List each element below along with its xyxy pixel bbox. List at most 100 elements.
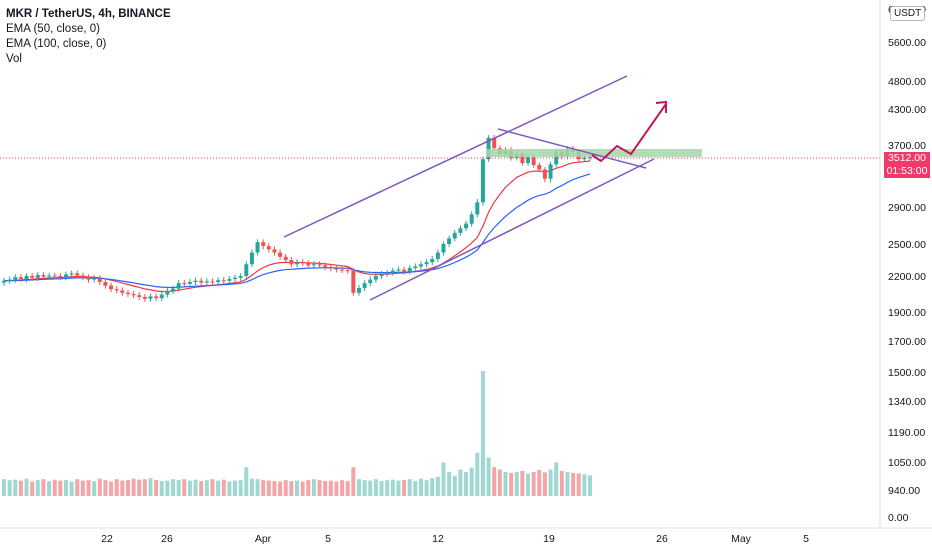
volume-bars — [2, 371, 592, 496]
volume-bar — [317, 480, 322, 496]
candle-body — [311, 264, 316, 266]
volume-bar — [435, 476, 440, 496]
currency-button[interactable]: USDT — [890, 6, 926, 21]
candle-body — [187, 282, 192, 284]
volume-bar — [356, 479, 361, 496]
volume-bar — [176, 480, 181, 496]
candle-body — [407, 268, 412, 272]
candle-body — [24, 276, 29, 279]
candle-body — [373, 276, 378, 280]
volume-bar — [154, 480, 159, 496]
candle-body — [227, 279, 232, 281]
volume-bar — [351, 467, 356, 496]
candle-body — [413, 266, 418, 268]
volume-bar — [379, 481, 384, 496]
candle-body — [464, 223, 469, 229]
volume-bar — [272, 481, 277, 496]
candle-body — [390, 270, 395, 273]
volume-bar — [182, 479, 187, 496]
candle-body — [199, 280, 204, 283]
volume-bar — [233, 480, 238, 496]
candle-body — [588, 157, 592, 159]
volume-bar — [216, 480, 221, 496]
candle-body — [340, 269, 345, 271]
channel-lower-line — [369, 158, 655, 301]
time-tick: 5 — [803, 533, 809, 545]
volume-tick: 0.00 — [888, 512, 909, 524]
candle-body — [289, 260, 294, 265]
volume-bar — [142, 479, 147, 496]
volume-bar — [255, 479, 260, 496]
candle-body — [323, 265, 328, 267]
volume-bar — [480, 371, 485, 496]
volume-bar — [249, 478, 254, 496]
candle-body — [165, 291, 170, 295]
volume-bar — [278, 481, 283, 496]
volume-bar — [86, 480, 91, 496]
candle-body — [531, 157, 536, 165]
candle-body — [63, 274, 68, 278]
volume-bar — [582, 474, 587, 496]
candle-body — [379, 273, 384, 276]
volume-bar — [452, 475, 457, 496]
volume-bar — [396, 480, 401, 496]
volume-tick: 1340.00 — [888, 396, 926, 408]
ema50-label[interactable]: EMA (50, close, 0) — [6, 23, 100, 35]
candle-body — [272, 249, 277, 253]
volume-bar — [559, 471, 564, 496]
candle-body — [154, 296, 159, 299]
volume-bar — [24, 478, 29, 496]
volume-bar — [328, 480, 333, 496]
candle-body — [334, 268, 339, 270]
volume-bar — [244, 467, 249, 496]
ema100-label[interactable]: EMA (100, close, 0) — [6, 38, 107, 50]
time-tick: 19 — [543, 533, 555, 545]
volume-bar — [514, 471, 519, 496]
candle-body — [125, 292, 130, 294]
time-tick: Apr — [255, 533, 272, 545]
candle-body — [255, 242, 260, 253]
volume-bar — [407, 479, 412, 496]
candle-body — [480, 159, 485, 203]
candle-body — [171, 288, 176, 291]
candle-body — [452, 232, 457, 239]
candle-body — [475, 202, 480, 215]
candle-body — [362, 283, 367, 288]
candle-body — [306, 263, 311, 266]
candle-body — [18, 277, 23, 279]
volume-bar — [289, 481, 294, 496]
symbol-label[interactable]: MKR / TetherUS, 4h, BINANCE — [6, 8, 171, 20]
candle-body — [114, 289, 119, 291]
candle-body — [41, 274, 46, 277]
volume-bar — [413, 481, 418, 496]
volume-bar — [323, 481, 328, 496]
vol-label[interactable]: Vol — [6, 53, 22, 65]
candle-body — [86, 277, 91, 280]
candle-body — [548, 164, 553, 179]
candle-body — [233, 277, 238, 279]
volume-bar — [588, 475, 592, 496]
candle-body — [520, 154, 525, 164]
candle-body — [458, 228, 463, 233]
volume-bar — [204, 480, 209, 496]
last-price-label: 3512.00 — [884, 152, 930, 165]
price-tick: 2900.00 — [888, 202, 926, 214]
resistance-zone — [487, 149, 702, 157]
candle-body — [244, 264, 249, 276]
volume-bar — [492, 467, 497, 496]
volume-bar — [63, 480, 68, 496]
candle-body — [35, 274, 40, 278]
volume-bar — [41, 479, 46, 496]
candle-body — [210, 281, 215, 283]
candle-body — [103, 282, 108, 286]
time-tick: 26 — [161, 533, 173, 545]
volume-bar — [148, 478, 153, 496]
volume-bar — [537, 470, 542, 496]
volume-bar — [80, 480, 85, 496]
candle-body — [92, 278, 97, 280]
candle-body — [182, 283, 187, 285]
candle-body — [486, 137, 491, 160]
candle-body — [424, 262, 429, 265]
volume-bar — [340, 480, 345, 496]
